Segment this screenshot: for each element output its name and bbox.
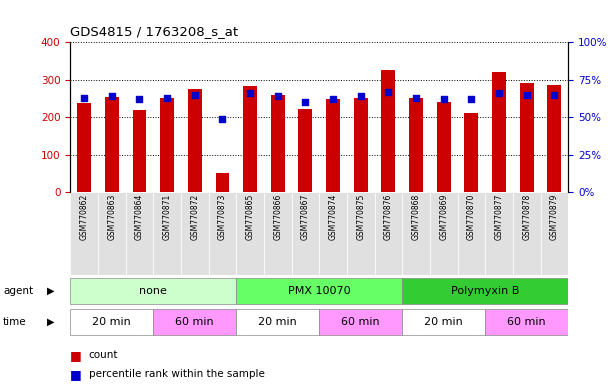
Bar [153, 309, 236, 334]
Point [273, 93, 283, 99]
Bar [513, 192, 541, 275]
Text: none: none [139, 286, 167, 296]
Text: ▶: ▶ [47, 316, 54, 327]
Bar [547, 85, 562, 192]
Point [439, 96, 448, 102]
Text: percentile rank within the sample: percentile rank within the sample [89, 369, 265, 379]
Text: 20 min: 20 min [425, 316, 463, 327]
Bar [216, 173, 229, 192]
Text: GSM770879: GSM770879 [550, 194, 559, 240]
Text: GSM770877: GSM770877 [494, 194, 503, 240]
Point [162, 94, 172, 101]
Point [494, 90, 504, 96]
Bar [98, 192, 126, 275]
Text: GSM770867: GSM770867 [301, 194, 310, 240]
Text: Polymyxin B: Polymyxin B [451, 286, 519, 296]
Bar [402, 278, 568, 304]
Point [245, 90, 255, 96]
Point [328, 96, 338, 102]
Text: GDS4815 / 1763208_s_at: GDS4815 / 1763208_s_at [70, 25, 238, 38]
Point [107, 93, 117, 99]
Bar [271, 95, 285, 192]
Point [549, 92, 559, 98]
Bar [77, 103, 91, 192]
Bar [437, 102, 451, 192]
Text: 60 min: 60 min [175, 316, 214, 327]
Bar [153, 192, 181, 275]
Text: GSM770862: GSM770862 [79, 194, 89, 240]
Text: GSM770876: GSM770876 [384, 194, 393, 240]
Text: GSM770873: GSM770873 [218, 194, 227, 240]
Text: GSM770872: GSM770872 [190, 194, 199, 240]
Bar [430, 192, 458, 275]
Bar [381, 70, 395, 192]
Bar [291, 192, 320, 275]
Text: GSM770869: GSM770869 [439, 194, 448, 240]
Point [79, 94, 89, 101]
Bar [236, 309, 320, 334]
Bar [160, 98, 174, 192]
Bar [208, 192, 236, 275]
Text: GSM770871: GSM770871 [163, 194, 172, 240]
Bar [464, 113, 478, 192]
Bar [485, 309, 568, 334]
Bar [492, 72, 506, 192]
Bar [485, 192, 513, 275]
Text: GSM770868: GSM770868 [412, 194, 420, 240]
Text: GSM770863: GSM770863 [108, 194, 116, 240]
Bar [354, 98, 368, 192]
Point [522, 92, 532, 98]
Bar [70, 278, 236, 304]
Point [411, 94, 421, 101]
Text: count: count [89, 350, 118, 360]
Point [190, 92, 200, 98]
Bar [375, 192, 402, 275]
Point [467, 96, 477, 102]
Text: ■: ■ [70, 349, 82, 362]
Point [356, 93, 365, 99]
Text: GSM770875: GSM770875 [356, 194, 365, 240]
Point [218, 116, 227, 122]
Bar [70, 192, 98, 275]
Text: GSM770878: GSM770878 [522, 194, 531, 240]
Bar [402, 309, 485, 334]
Bar [181, 192, 208, 275]
Bar [105, 96, 119, 192]
Bar [458, 192, 485, 275]
Text: ■: ■ [70, 368, 82, 381]
Text: GSM770865: GSM770865 [246, 194, 255, 240]
Point [301, 99, 310, 105]
Bar [236, 278, 402, 304]
Bar [347, 192, 375, 275]
Text: 60 min: 60 min [342, 316, 380, 327]
Bar [126, 192, 153, 275]
Bar [70, 309, 153, 334]
Text: GSM770864: GSM770864 [135, 194, 144, 240]
Bar [326, 99, 340, 192]
Point [134, 96, 144, 102]
Bar [320, 309, 402, 334]
Text: GSM770866: GSM770866 [273, 194, 282, 240]
Text: ▶: ▶ [47, 286, 54, 296]
Bar [236, 192, 264, 275]
Text: GSM770870: GSM770870 [467, 194, 476, 240]
Text: PMX 10070: PMX 10070 [288, 286, 351, 296]
Point [384, 89, 393, 95]
Bar [264, 192, 291, 275]
Text: agent: agent [3, 286, 33, 296]
Text: 20 min: 20 min [258, 316, 297, 327]
Bar [541, 192, 568, 275]
Bar [320, 192, 347, 275]
Text: GSM770874: GSM770874 [329, 194, 338, 240]
Bar [409, 98, 423, 192]
Text: 60 min: 60 min [507, 316, 546, 327]
Bar [133, 110, 147, 192]
Bar [402, 192, 430, 275]
Text: time: time [3, 316, 27, 327]
Text: 20 min: 20 min [92, 316, 131, 327]
Bar [188, 89, 202, 192]
Bar [243, 86, 257, 192]
Bar [520, 83, 533, 192]
Bar [299, 109, 312, 192]
